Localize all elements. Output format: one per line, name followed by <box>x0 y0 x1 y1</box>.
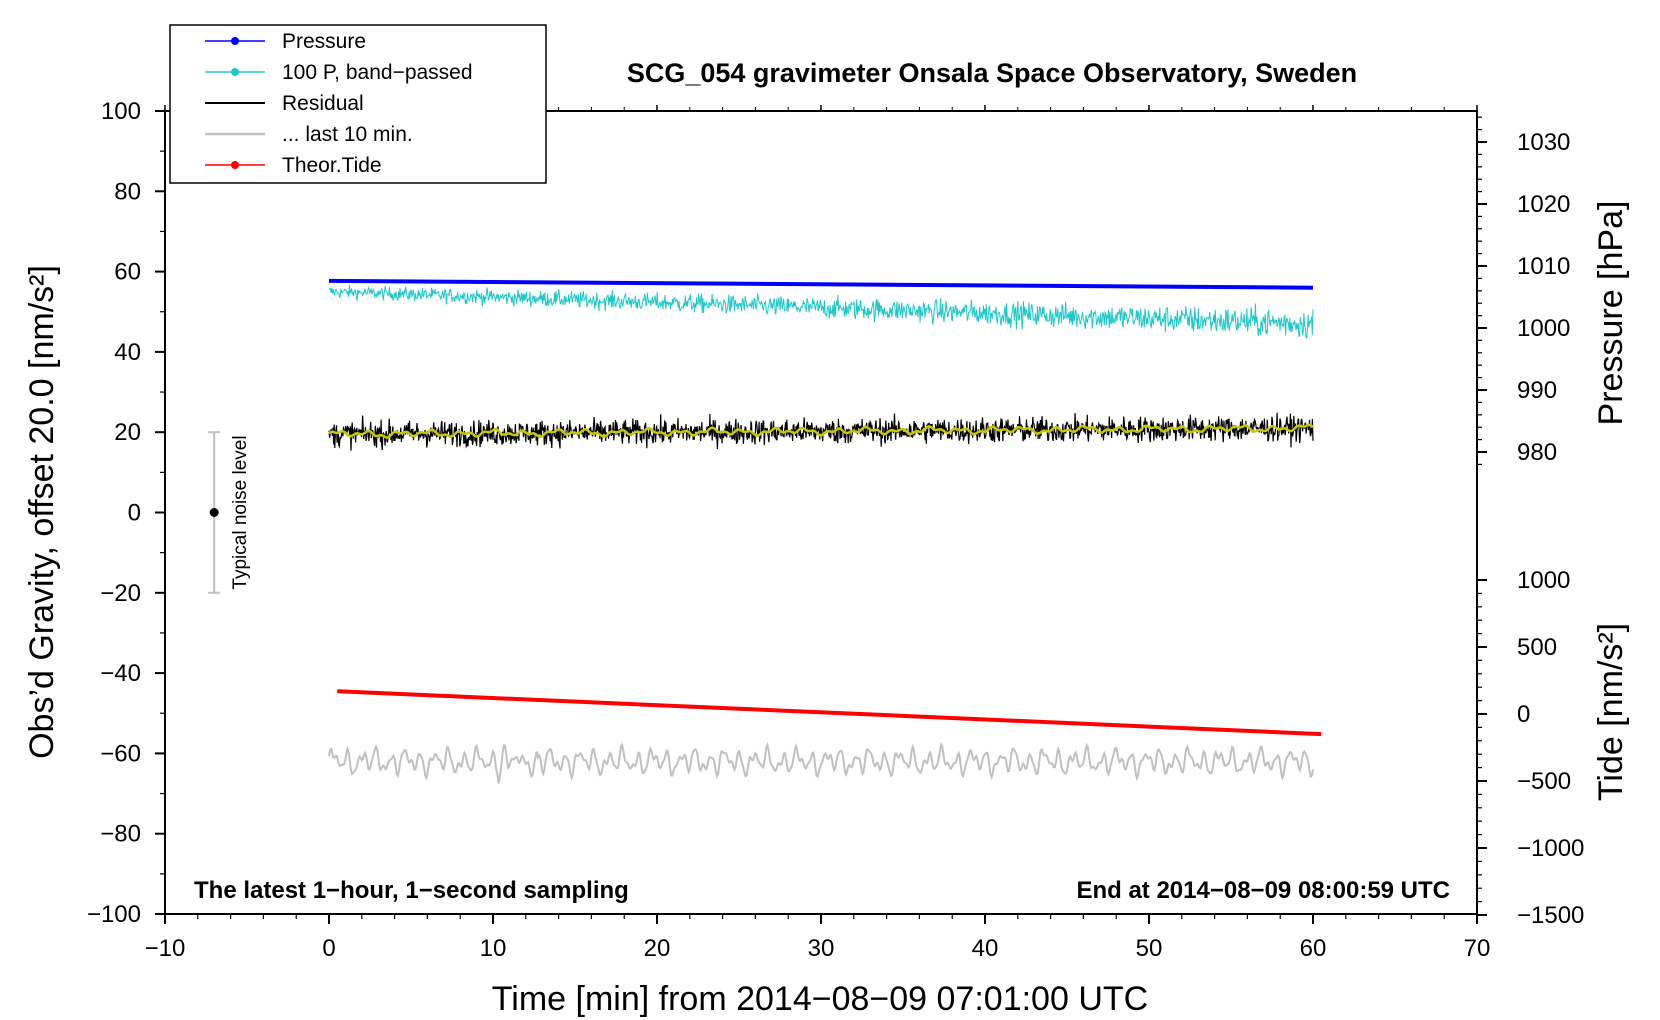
x-tick-label: 30 <box>808 935 835 962</box>
y-axis-label-pressure: Pressure [hPa] <box>1592 201 1630 426</box>
y-axis-pressure: 1030 1020 1010 1000 990 980 <box>1477 116 1570 466</box>
legend-label: Residual <box>282 92 364 115</box>
legend: Pressure 100 P, band−passed Residual ... la… <box>169 24 547 184</box>
tide-tick-label: −1500 <box>1517 902 1584 929</box>
annotation-sampling: The latest 1−hour, 1−second sampling <box>194 877 629 904</box>
legend-label: ... last 10 min. <box>282 123 413 146</box>
x-tick-label: 0 <box>322 935 335 962</box>
pressure-tick-label: 990 <box>1517 377 1557 404</box>
y-tick-label: −20 <box>100 580 141 607</box>
x-axis-label: Time [min] from 2014−08−09 07:01:00 UTC <box>492 980 1148 1018</box>
series-pressure <box>328 278 1314 290</box>
x-tick-label: 50 <box>1136 935 1163 962</box>
y-tick-label: −100 <box>87 901 141 928</box>
chart-title: SCG_054 gravimeter Onsala Space Observat… <box>627 58 1357 88</box>
legend-label: Theor.Tide <box>282 154 382 177</box>
y-tick-label: 20 <box>114 419 141 446</box>
legend-label: Pressure <box>282 30 366 53</box>
pressure-tick-label: 1000 <box>1517 315 1570 342</box>
x-tick-label: 20 <box>644 935 671 962</box>
y-tick-label: 60 <box>114 259 141 286</box>
x-tick-label: 60 <box>1300 935 1327 962</box>
series-last-10-min <box>328 741 1314 784</box>
tide-tick-label: −1000 <box>1517 835 1584 862</box>
y-tick-label: −80 <box>100 821 141 848</box>
pressure-tick-label: 1010 <box>1517 253 1570 280</box>
noise-bar-center <box>209 508 219 517</box>
series-layer <box>328 278 1322 784</box>
plot-frame <box>164 110 1478 915</box>
x-tick-label: −10 <box>145 935 186 962</box>
tide-tick-label: 0 <box>1517 701 1530 728</box>
y-tick-label: −40 <box>100 660 141 687</box>
y-tick-label: 80 <box>114 178 141 205</box>
y-axis-tide: 1000 500 0 −500 −1000 −1500 <box>1477 567 1584 929</box>
y-tick-label: −60 <box>100 740 141 767</box>
pressure-tick-label: 1030 <box>1517 129 1570 156</box>
y-tick-label: 40 <box>114 339 141 366</box>
legend-marker <box>231 68 239 76</box>
y-tick-label: 100 <box>101 98 141 125</box>
tide-tick-label: −500 <box>1517 768 1571 795</box>
annotation-end-time: End at 2014−08−09 08:00:59 UTC <box>1076 877 1450 904</box>
series-theoretical-tide <box>337 689 1322 737</box>
noise-level-indicator: Typical noise level <box>208 431 251 594</box>
tide-tick-label: 1000 <box>1517 567 1570 594</box>
legend-marker <box>231 161 239 169</box>
x-axis: −10 0 10 20 30 40 50 60 70 <box>145 105 1491 962</box>
series-bandpassed-pressure <box>328 285 1314 339</box>
x-tick-label: 70 <box>1464 935 1491 962</box>
legend-label: 100 P, band−passed <box>282 61 473 84</box>
y-axis-label-tide: Tide [nm/s²] <box>1592 623 1630 801</box>
x-tick-label: 40 <box>972 935 999 962</box>
pressure-tick-label: 1020 <box>1517 191 1570 218</box>
noise-label: Typical noise level <box>230 435 251 589</box>
tide-tick-label: 500 <box>1517 634 1557 661</box>
y-axis-label-left: Obs’d Gravity, offset 20.0 [nm/s²] <box>23 265 61 759</box>
y-tick-label: 0 <box>128 500 141 527</box>
series-residual <box>328 412 1314 451</box>
x-tick-label: 10 <box>480 935 507 962</box>
pressure-tick-label: 980 <box>1517 439 1557 466</box>
series-residual-smoothed <box>328 423 1314 439</box>
y-axis-left: −100 −80 −60 −40 −20 0 20 40 60 80 100 <box>87 98 165 928</box>
legend-marker <box>231 37 239 45</box>
